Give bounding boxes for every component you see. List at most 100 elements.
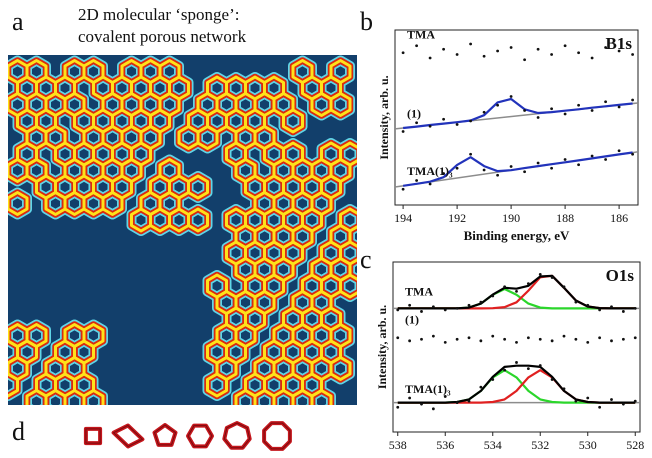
data-point — [577, 51, 580, 55]
plot-frame — [394, 29, 639, 206]
stm-image — [8, 55, 357, 405]
x-axis-label: Binding energy, eV — [464, 228, 570, 243]
data-point — [420, 337, 423, 341]
data-point — [496, 173, 499, 177]
panel-title: O1s — [606, 266, 635, 285]
data-point — [550, 339, 554, 343]
data-point — [526, 367, 530, 371]
data-point — [631, 98, 634, 102]
data-point — [443, 395, 447, 398]
data-point — [455, 123, 459, 126]
plot-frame — [392, 261, 641, 433]
data-point — [515, 361, 518, 364]
data-point — [523, 109, 526, 112]
fit-curve — [402, 151, 633, 187]
data-point — [586, 340, 590, 344]
data-point — [610, 398, 613, 401]
data-point — [633, 306, 637, 310]
data-point — [408, 396, 412, 400]
data-point — [550, 166, 553, 170]
data-point — [563, 44, 567, 48]
data-point — [431, 305, 435, 309]
pore-shape-highlight — [153, 424, 177, 446]
x-tick-label: 538 — [389, 438, 407, 452]
data-point — [604, 46, 607, 49]
curve-label: TMA — [407, 28, 435, 42]
data-point — [496, 103, 499, 107]
data-point — [491, 294, 495, 298]
network-ring — [8, 191, 29, 216]
data-point — [428, 124, 432, 128]
data-point — [455, 306, 459, 310]
data-point — [482, 54, 486, 58]
data-point — [538, 337, 542, 341]
caption: 2D molecular ‘sponge’: — [78, 5, 239, 24]
data-point — [631, 152, 634, 156]
pore-shapes — [83, 421, 292, 451]
data-point — [621, 310, 625, 313]
pore-shape — [111, 423, 145, 449]
data-point — [479, 339, 483, 343]
data-point — [479, 300, 483, 304]
panel-label: b — [360, 7, 373, 36]
network-ring — [310, 389, 333, 405]
data-point — [479, 385, 483, 389]
data-point — [442, 47, 445, 51]
data-point — [442, 172, 445, 175]
data-point — [503, 368, 507, 372]
data-point — [633, 336, 637, 340]
data-point — [523, 58, 526, 62]
data-point — [469, 119, 472, 123]
data-point — [562, 334, 566, 338]
x-tick-label: 190 — [502, 211, 520, 225]
data-point — [431, 407, 435, 411]
data-point — [586, 396, 590, 400]
panel-label: c — [360, 245, 372, 274]
data-point — [443, 340, 447, 344]
data-point — [401, 51, 405, 55]
pore-shape-highlight — [85, 428, 101, 444]
data-point — [455, 401, 459, 405]
data-point — [586, 303, 590, 307]
data-point — [491, 334, 495, 338]
curve-label: TMA(1)₃ — [407, 164, 453, 178]
data-point — [469, 42, 472, 46]
data-point — [455, 337, 459, 341]
network-ring — [196, 125, 219, 150]
pore-shape — [186, 423, 214, 449]
network-ring — [329, 356, 352, 381]
data-point — [396, 308, 400, 312]
pore-shape-highlight — [223, 422, 251, 449]
data-point — [631, 53, 634, 56]
data-point — [598, 336, 602, 340]
data-point — [550, 53, 553, 56]
data-point — [526, 336, 530, 340]
data-point — [396, 405, 400, 409]
curve-label: (1) — [407, 106, 421, 120]
data-point — [455, 53, 459, 56]
data-point — [610, 305, 613, 309]
data-point — [467, 336, 471, 340]
data-point — [604, 158, 607, 161]
data-point — [550, 378, 554, 381]
panel-label: a — [12, 7, 24, 36]
x-tick-label: 528 — [626, 438, 644, 452]
data-point — [598, 405, 602, 409]
data-point — [523, 170, 526, 174]
x-tick-label: 532 — [531, 438, 549, 452]
data-point — [396, 336, 400, 340]
data-point — [496, 49, 499, 53]
data-point — [442, 117, 445, 121]
data-point — [550, 276, 554, 279]
data-point — [590, 154, 594, 158]
data-point — [401, 130, 405, 133]
curve-label: (1) — [405, 312, 419, 326]
network-ring — [206, 372, 228, 398]
network-ring — [187, 207, 209, 233]
pore-shape-highlight — [263, 422, 291, 450]
data-point — [598, 308, 602, 312]
x-tick-label: 188 — [556, 211, 574, 225]
data-point — [467, 303, 471, 307]
x-tick-label: 534 — [484, 438, 502, 452]
pore-shape — [83, 426, 103, 446]
